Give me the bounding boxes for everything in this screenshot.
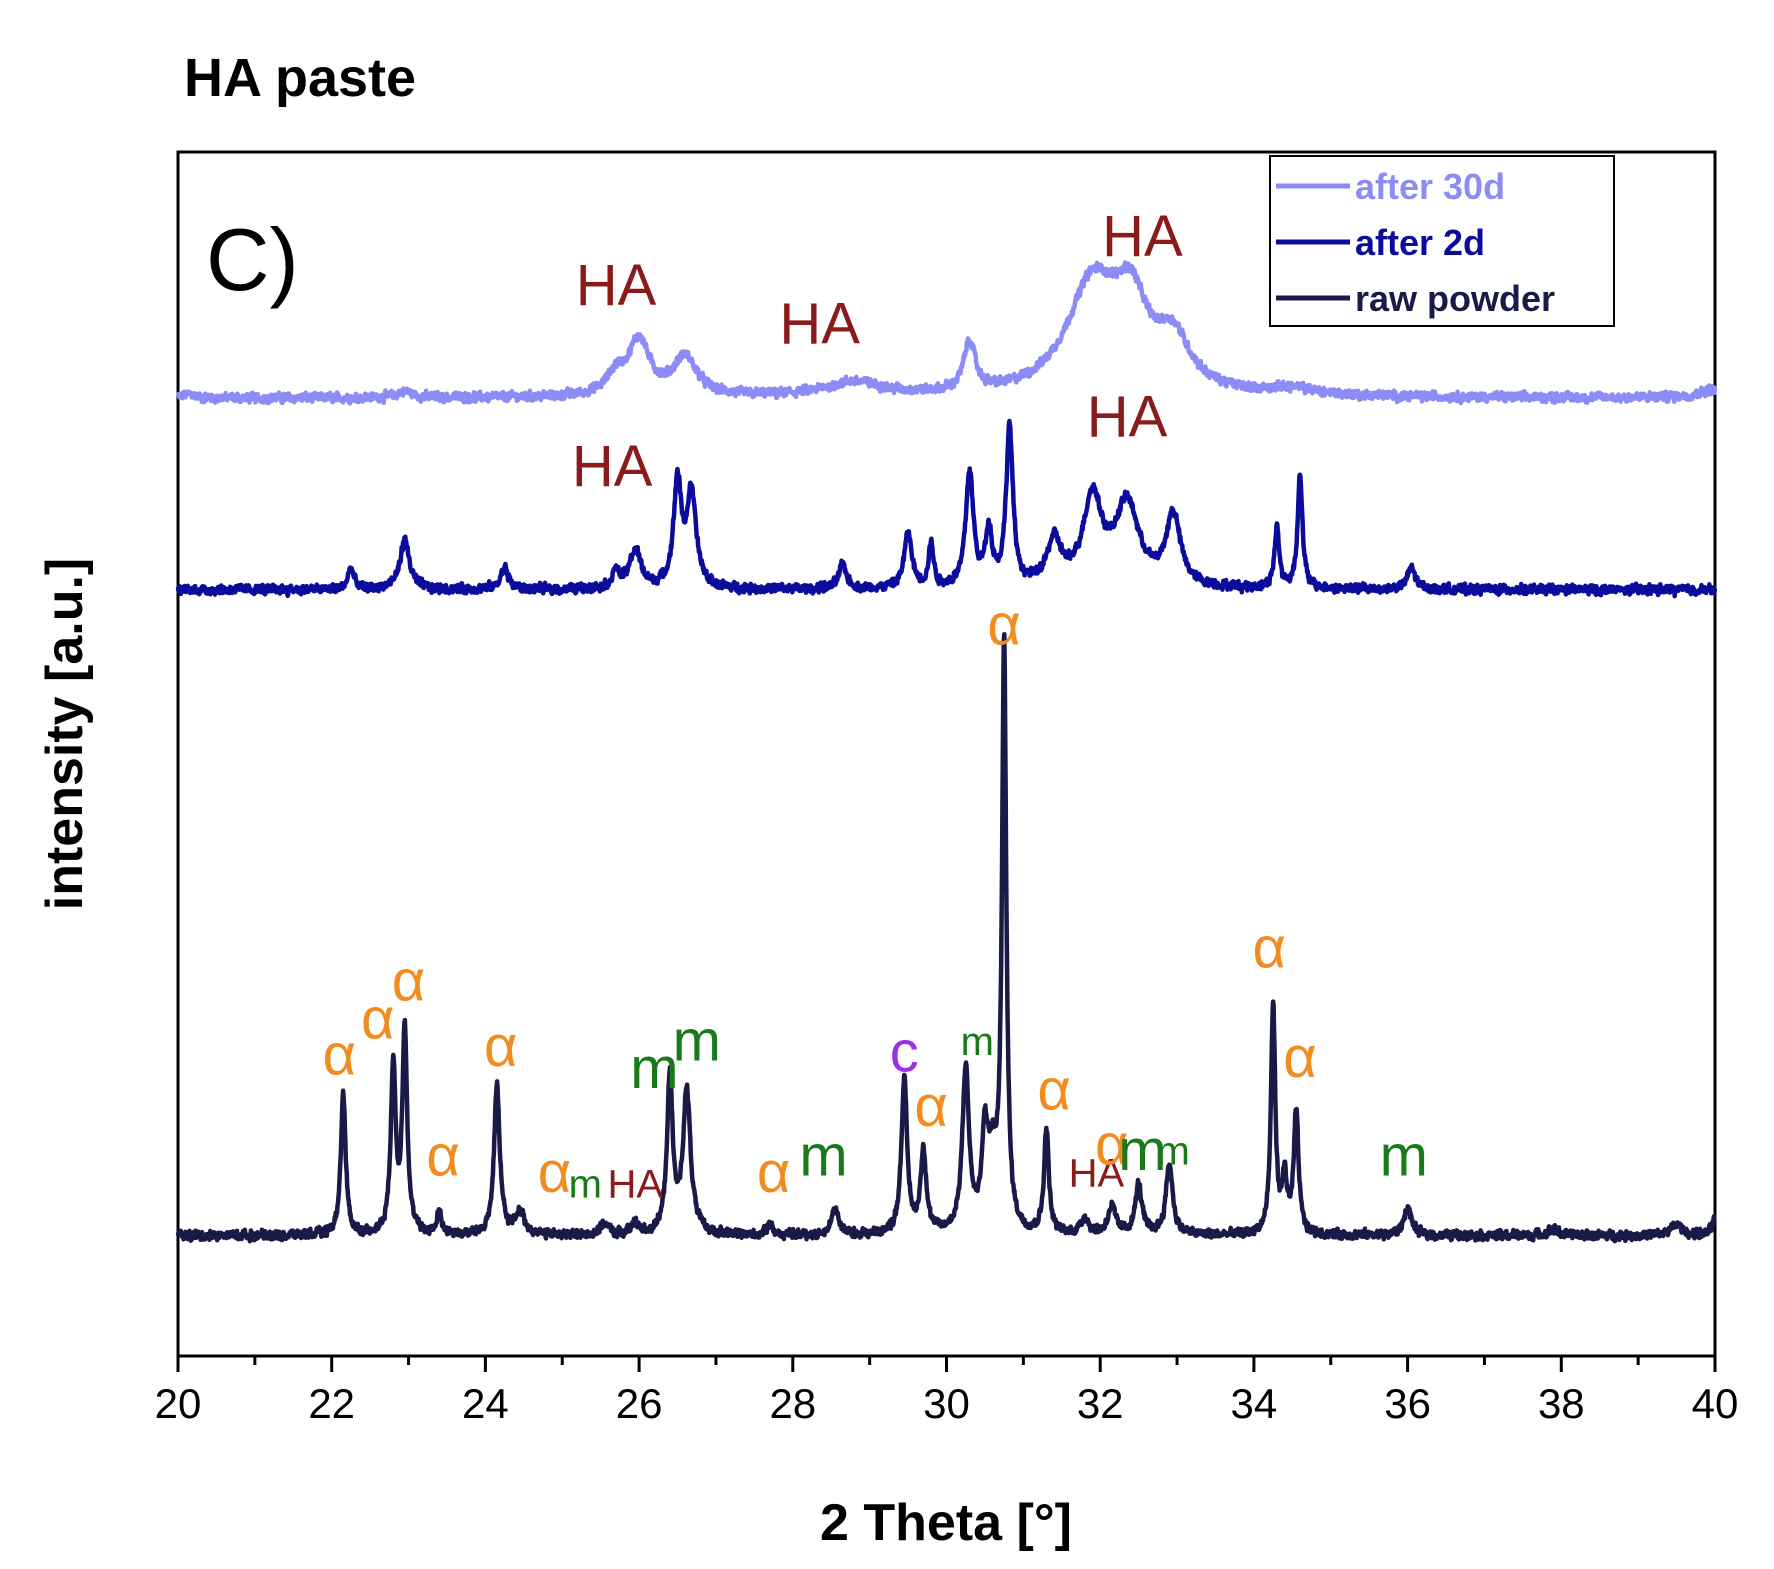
peak-label: m (1157, 1129, 1190, 1173)
peak-label: α (538, 1140, 572, 1205)
x-tick-label: 34 (1231, 1380, 1278, 1427)
peak-label: HA (1102, 204, 1183, 269)
peak-label: HA (572, 434, 653, 499)
x-tick-label: 28 (769, 1380, 816, 1427)
peak-label: α (987, 593, 1021, 658)
peak-label: m (1380, 1123, 1428, 1188)
x-tick-label: 40 (1692, 1380, 1739, 1427)
x-axis-ticks: 20 22 24 26 28 30 32 34 36 38 40 (155, 1356, 1739, 1427)
peak-label: α (757, 1140, 791, 1205)
peak-label: α (1253, 915, 1287, 980)
peak-label: m (630, 1036, 678, 1101)
chart-title: HA paste (184, 48, 416, 108)
peak-label: α (323, 1023, 357, 1088)
peak-label: HA (576, 253, 657, 318)
series-after-2d (175, 418, 1718, 599)
peak-label: α (1283, 1025, 1317, 1090)
x-axis-label: 2 Theta [°] (820, 1494, 1072, 1552)
x-tick-label: 36 (1384, 1380, 1431, 1427)
legend-label-after-30d: after 30d (1355, 166, 1505, 207)
peak-label: α (361, 987, 395, 1052)
panel-label: C) (206, 210, 299, 309)
x-tick-label: 24 (462, 1380, 509, 1427)
peak-label: m (1118, 1118, 1166, 1183)
legend-label-after-2d: after 2d (1355, 222, 1485, 263)
legend: after 30d after 2d raw powder (1269, 155, 1615, 327)
legend-label-raw-powder: raw powder (1355, 278, 1555, 319)
peak-label: HA (607, 1162, 663, 1206)
peak-label: m (673, 1008, 721, 1073)
peak-label: α (484, 1014, 518, 1079)
peak-label: α (914, 1074, 948, 1139)
peak-label: m (569, 1162, 602, 1206)
y-axis-label: intensity [a.u.] (36, 558, 94, 910)
series-raw-powder (175, 631, 1717, 1244)
x-tick-label: 32 (1077, 1380, 1124, 1427)
peak-label: HA (1069, 1151, 1125, 1195)
x-tick-label: 38 (1538, 1380, 1585, 1427)
peak-label: c (890, 1019, 919, 1084)
x-tick-label: 20 (155, 1380, 202, 1427)
peak-label: α (426, 1123, 460, 1188)
peak-label: α (392, 948, 426, 1013)
peak-label: HA (1087, 385, 1168, 450)
peak-label: HA (779, 292, 860, 357)
x-tick-label: 26 (616, 1380, 663, 1427)
peak-label: m (799, 1123, 847, 1188)
peak-label: α (1095, 1112, 1129, 1177)
x-tick-label: 30 (923, 1380, 970, 1427)
series-after-30d (175, 260, 1718, 406)
x-tick-label: 22 (308, 1380, 355, 1427)
series-layer (175, 260, 1718, 1244)
peak-label: α (1037, 1058, 1071, 1123)
peak-label: m (961, 1020, 994, 1064)
